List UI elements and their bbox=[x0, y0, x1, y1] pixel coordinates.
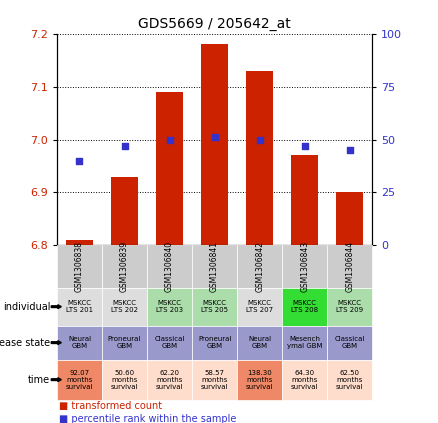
Bar bbox=[336, 192, 363, 245]
Text: MSKCC
LTS 203: MSKCC LTS 203 bbox=[156, 300, 183, 313]
Text: 62.20
months
survival: 62.20 months survival bbox=[156, 370, 184, 390]
Text: GSM1306839: GSM1306839 bbox=[120, 241, 129, 292]
Text: Mesench
ymal GBM: Mesench ymal GBM bbox=[287, 336, 322, 349]
Text: GSM1306841: GSM1306841 bbox=[210, 241, 219, 292]
Text: disease state: disease state bbox=[0, 338, 50, 348]
Text: Classical
GBM: Classical GBM bbox=[154, 336, 185, 349]
Point bbox=[121, 143, 128, 149]
Bar bbox=[66, 240, 93, 245]
Text: Classical
GBM: Classical GBM bbox=[335, 336, 365, 349]
Text: 62.50
months
survival: 62.50 months survival bbox=[336, 370, 364, 390]
Bar bbox=[291, 156, 318, 245]
Title: GDS5669 / 205642_at: GDS5669 / 205642_at bbox=[138, 17, 291, 31]
Text: GSM1306840: GSM1306840 bbox=[165, 241, 174, 292]
Text: GSM1306838: GSM1306838 bbox=[75, 241, 84, 292]
Text: ■ transformed count: ■ transformed count bbox=[59, 401, 162, 411]
Text: MSKCC
LTS 208: MSKCC LTS 208 bbox=[291, 300, 318, 313]
Text: 138.30
months
survival: 138.30 months survival bbox=[246, 370, 273, 390]
Text: 92.07
months
survival: 92.07 months survival bbox=[66, 370, 93, 390]
Text: MSKCC
LTS 209: MSKCC LTS 209 bbox=[336, 300, 364, 313]
Point bbox=[301, 143, 308, 149]
Text: MSKCC
LTS 202: MSKCC LTS 202 bbox=[111, 300, 138, 313]
Text: MSKCC
LTS 201: MSKCC LTS 201 bbox=[66, 300, 93, 313]
Text: Proneural
GBM: Proneural GBM bbox=[108, 336, 141, 349]
Text: 50.60
months
survival: 50.60 months survival bbox=[111, 370, 138, 390]
Text: Neural
GBM: Neural GBM bbox=[248, 336, 271, 349]
Text: individual: individual bbox=[3, 302, 50, 312]
Text: MSKCC
LTS 205: MSKCC LTS 205 bbox=[201, 300, 228, 313]
Text: MSKCC
LTS 207: MSKCC LTS 207 bbox=[246, 300, 273, 313]
Point bbox=[76, 157, 83, 164]
Text: Proneural
GBM: Proneural GBM bbox=[198, 336, 231, 349]
Text: ■ percentile rank within the sample: ■ percentile rank within the sample bbox=[59, 414, 237, 423]
Text: 64.30
months
survival: 64.30 months survival bbox=[291, 370, 318, 390]
Text: 58.57
months
survival: 58.57 months survival bbox=[201, 370, 228, 390]
Text: time: time bbox=[28, 375, 50, 385]
Point bbox=[256, 136, 263, 143]
Text: GSM1306842: GSM1306842 bbox=[255, 241, 264, 292]
Point bbox=[166, 136, 173, 143]
Bar bbox=[201, 44, 228, 245]
Text: GSM1306844: GSM1306844 bbox=[345, 241, 354, 292]
Point bbox=[346, 147, 353, 154]
Bar bbox=[156, 92, 183, 245]
Bar bbox=[111, 177, 138, 245]
Text: GSM1306843: GSM1306843 bbox=[300, 241, 309, 292]
Bar bbox=[246, 71, 273, 245]
Point bbox=[211, 134, 218, 141]
Text: Neural
GBM: Neural GBM bbox=[68, 336, 91, 349]
